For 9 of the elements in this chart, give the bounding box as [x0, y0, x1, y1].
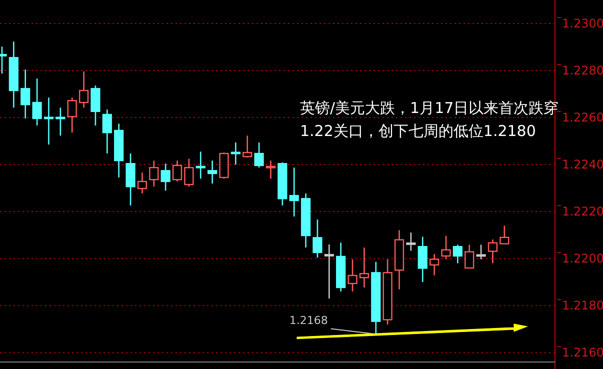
- annotation: 1.2168: [289, 314, 328, 327]
- y-tick-label: 1.2160: [562, 346, 603, 360]
- y-tick-label: 1.2180: [562, 298, 603, 313]
- y-tick-label: 1.2200: [562, 252, 603, 266]
- y-tick-label: 1.2280: [562, 64, 603, 78]
- y-tick-label: 1.2240: [562, 158, 603, 172]
- y-tick-label: 1.2220: [562, 204, 603, 219]
- y-tick-label: 1.2300: [562, 16, 603, 31]
- y-tick-label: 1.2260: [562, 110, 603, 125]
